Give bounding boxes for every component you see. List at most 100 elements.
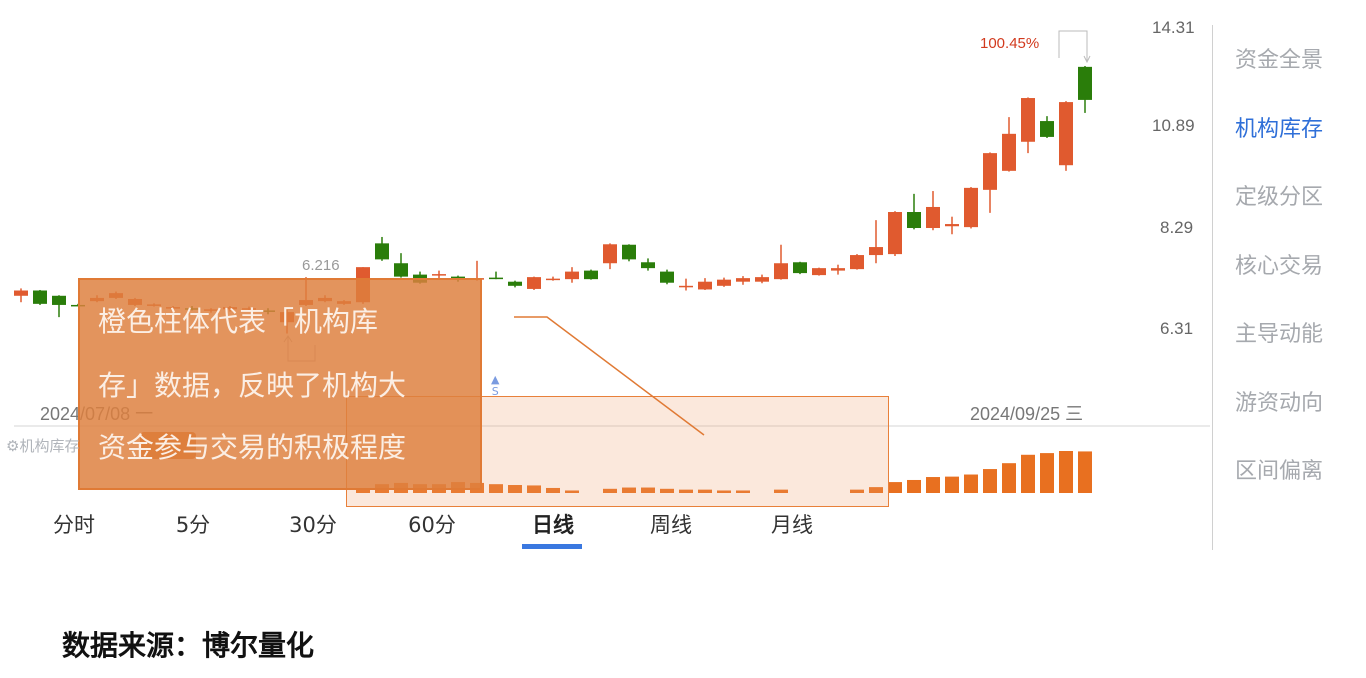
candle-body xyxy=(850,255,864,270)
candle-body xyxy=(489,277,503,280)
sidebar-divider xyxy=(1212,25,1213,550)
callout-line-2: 存」数据，反映了机构大 xyxy=(98,369,407,402)
tab-2[interactable]: 30分 xyxy=(289,513,337,537)
indicator-bar xyxy=(1002,463,1016,493)
indicator-bar xyxy=(527,485,541,493)
callout-line-1: 橙色柱体代表「机构库 xyxy=(98,305,379,338)
price-tick-1: 10.89 xyxy=(1152,116,1195,135)
indicator-bar xyxy=(679,489,693,493)
candle-body xyxy=(565,271,579,280)
callout-box: 橙色柱体代表「机构库 存」数据，反映了机构大 资金参与交易的积极程度 xyxy=(78,278,482,490)
candle-body xyxy=(888,212,902,255)
candle-body xyxy=(1040,121,1054,137)
end-date: 2024/09/25 三 xyxy=(970,404,1084,424)
indicator-bar xyxy=(603,488,617,493)
indicator-bar xyxy=(1021,454,1035,493)
indicator-bar xyxy=(546,487,560,493)
indicator-bar xyxy=(565,490,579,493)
candle-body xyxy=(14,290,28,296)
indicator-bar xyxy=(717,490,731,493)
candle-body xyxy=(793,262,807,274)
indicator-bar xyxy=(964,474,978,493)
indicator-bar xyxy=(945,476,959,493)
indicator-bar xyxy=(489,484,503,493)
candle-body xyxy=(1002,133,1016,171)
indicator-bar xyxy=(1040,453,1054,493)
candle-body xyxy=(394,263,408,277)
sidebar-item-4[interactable]: 主导动能 xyxy=(1235,322,1324,347)
tab-0[interactable]: 分时 xyxy=(53,513,95,537)
indicator-bar xyxy=(698,489,712,493)
candle-body xyxy=(831,268,845,271)
indicator-bar xyxy=(774,489,788,493)
indicator-bar xyxy=(907,479,921,493)
gear-icon: ⚙ xyxy=(6,437,20,455)
candle-body xyxy=(546,278,560,281)
price-tick-0: 14.31 xyxy=(1152,18,1195,37)
indicator-bar xyxy=(736,490,750,493)
indicator-bar xyxy=(622,487,636,493)
candle-body xyxy=(432,274,446,276)
active-tab-underline xyxy=(522,544,582,549)
tab-1[interactable]: 5分 xyxy=(175,513,211,537)
sidebar-item-6[interactable]: 区间偏离 xyxy=(1235,459,1324,484)
callout-line-3: 资金参与交易的积极程度 xyxy=(98,431,407,464)
candle-body xyxy=(622,244,636,260)
candle-body xyxy=(679,285,693,288)
indicator-bar xyxy=(926,477,940,493)
candle-body xyxy=(1021,98,1035,142)
candle-body xyxy=(774,263,788,280)
data-source: 数据来源：博尔量化 xyxy=(62,629,315,662)
candle-body xyxy=(33,290,47,304)
candle-body xyxy=(603,244,617,264)
candle-body xyxy=(1059,102,1073,166)
triangle-up-icon: ▲ xyxy=(491,373,500,386)
candle-body xyxy=(451,276,465,279)
candle-body xyxy=(641,262,655,269)
candle-body xyxy=(660,271,674,283)
candle-body xyxy=(945,224,959,227)
candle-body xyxy=(812,268,826,276)
indicator-bar xyxy=(356,488,370,493)
candle-body xyxy=(736,278,750,282)
sidebar-item-0[interactable]: 资金全景 xyxy=(1235,48,1324,73)
candle-body xyxy=(907,212,921,229)
low-price-label: 6.216 xyxy=(300,257,342,274)
indicator-bar xyxy=(508,485,522,493)
candle-body xyxy=(698,281,712,290)
candle-body xyxy=(869,247,883,256)
indicator-bar xyxy=(850,489,864,493)
candle-body xyxy=(717,279,731,286)
high-gain-label: 100.45% xyxy=(980,35,1040,52)
arrow-down-icon xyxy=(1083,55,1091,64)
candle-body xyxy=(527,277,541,289)
candle-body xyxy=(375,243,389,260)
candle-body xyxy=(755,277,769,282)
indicator-bar xyxy=(1059,451,1073,493)
candle-body xyxy=(584,270,598,280)
indicator-bar xyxy=(983,469,997,493)
signal-letter: S xyxy=(491,385,499,398)
tab-6[interactable]: 月线 xyxy=(771,513,813,537)
candle-body xyxy=(926,206,940,229)
sidebar-item-1[interactable]: 机构库存 xyxy=(1235,116,1324,142)
indicator-name: 机构库存 xyxy=(19,437,80,455)
high-bracket xyxy=(1058,30,1088,61)
candle-body xyxy=(964,187,978,228)
candle-body xyxy=(508,281,522,286)
sidebar-item-5[interactable]: 游资动向 xyxy=(1235,390,1324,416)
indicator-bar xyxy=(660,488,674,493)
indicator-bar xyxy=(869,487,883,493)
indicator-bar xyxy=(1078,451,1092,493)
sidebar-item-3[interactable]: 核心交易 xyxy=(1235,253,1324,279)
signal-marker[interactable]: ▲ S xyxy=(491,374,499,398)
price-tick-3: 6.31 xyxy=(1160,319,1194,338)
tab-3[interactable]: 60分 xyxy=(408,513,456,537)
tab-4[interactable]: 日线 xyxy=(532,513,574,537)
indicator-label[interactable]: ⚙机构库存 xyxy=(6,435,79,456)
candle-body xyxy=(52,295,66,305)
sidebar-item-2[interactable]: 定级分区 xyxy=(1235,185,1324,210)
candle-body xyxy=(1078,66,1092,100)
price-tick-2: 8.29 xyxy=(1160,218,1194,237)
tab-5[interactable]: 周线 xyxy=(650,513,692,537)
